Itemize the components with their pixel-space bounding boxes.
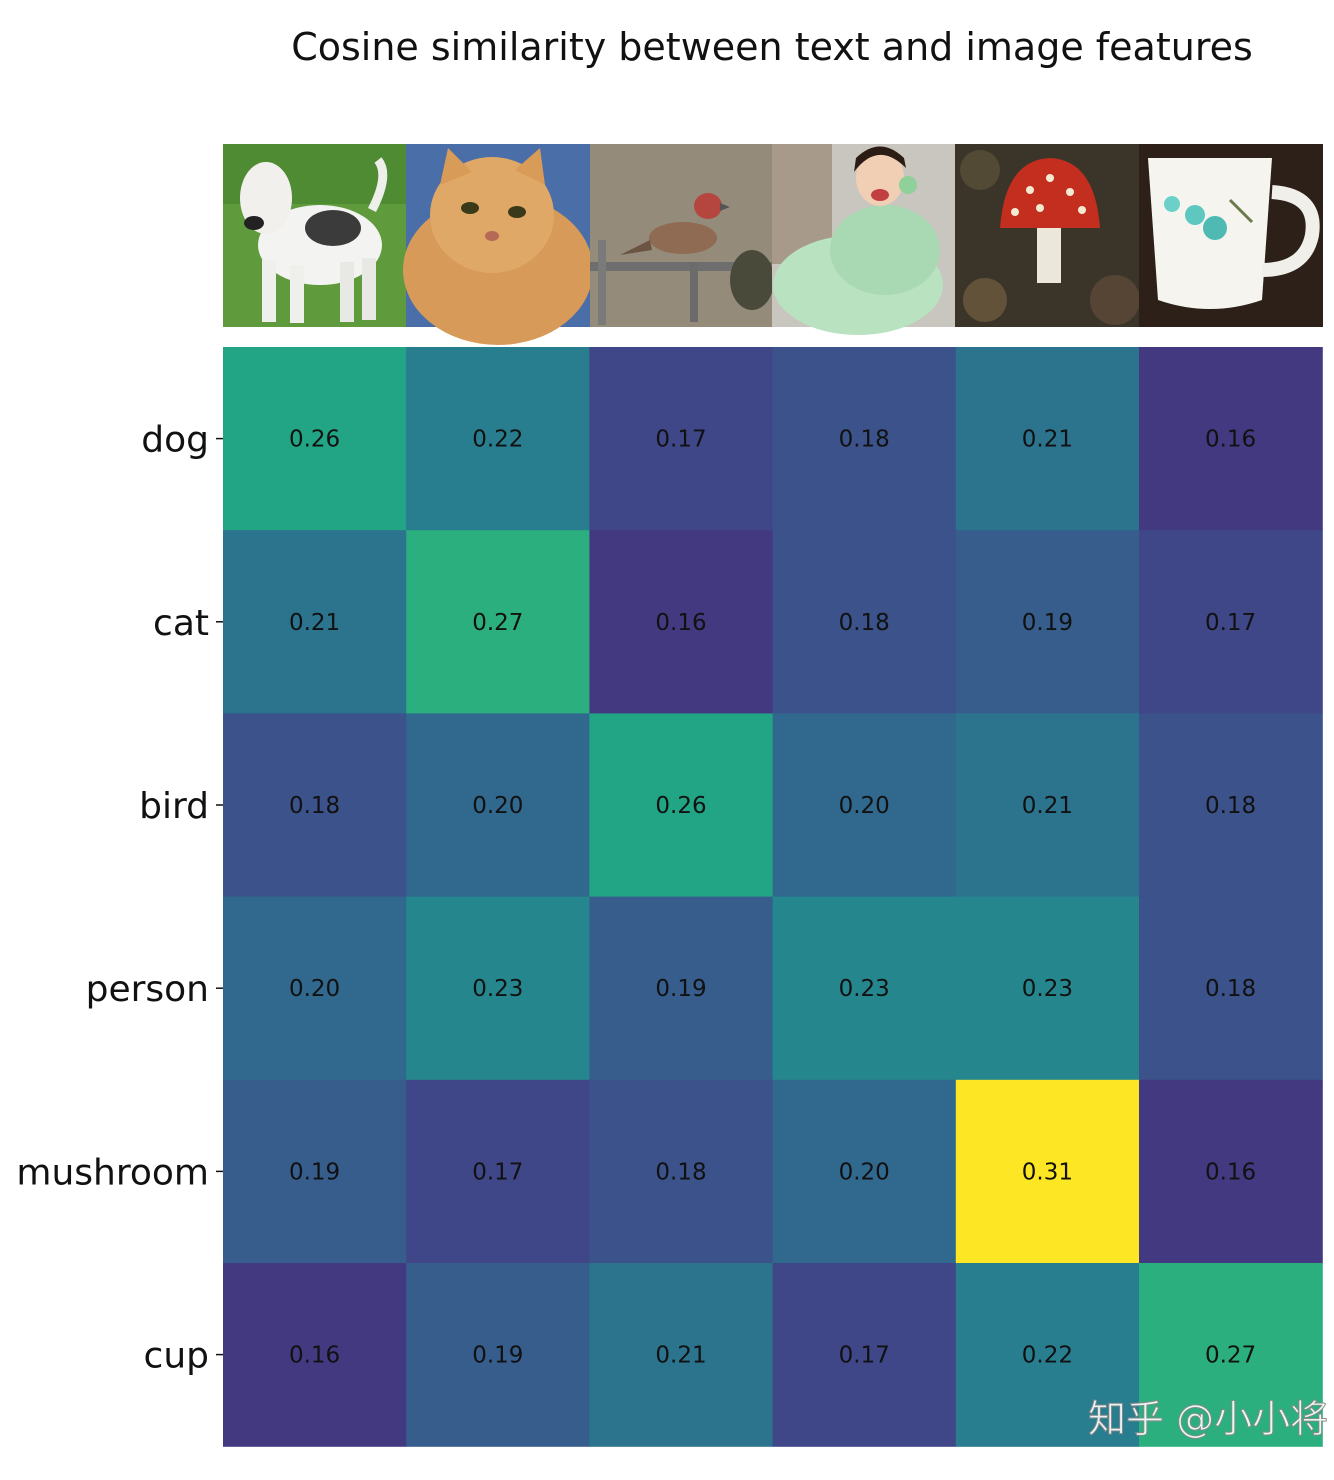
heatmap-cell: [955, 347, 1140, 531]
cell-value-label: 0.21: [1022, 427, 1073, 453]
cell-value-label: 0.23: [1022, 976, 1073, 1002]
cell-value-label: 0.20: [839, 1159, 890, 1185]
cell-value-label: 0.20: [472, 793, 523, 819]
heatmap-cell: [772, 896, 957, 1081]
heatmap-cell: [1139, 530, 1323, 714]
heatmap-cell: [589, 713, 774, 898]
heatmap-cell: [223, 1263, 407, 1447]
watermark-text: 知乎 @小小将: [1088, 1397, 1328, 1441]
heatmap-cell: [406, 713, 590, 898]
cell-value-label: 0.21: [1022, 793, 1073, 819]
cell-value-label: 0.16: [655, 610, 706, 636]
heatmap-cell: [1139, 1263, 1323, 1447]
heatmap-cell: [589, 896, 774, 1081]
cell-value-label: 0.27: [1205, 1343, 1256, 1369]
heatmap-cell: [589, 1079, 774, 1264]
cell-value-label: 0.16: [1205, 427, 1256, 453]
y-tick-label: person: [86, 969, 209, 1010]
cell-value-label: 0.16: [289, 1343, 340, 1369]
heatmap-cell: [955, 896, 1140, 1081]
heatmap-cell: [772, 1079, 957, 1264]
heatmap-cell: [406, 896, 590, 1081]
cell-value-label: 0.23: [839, 976, 890, 1002]
cell-value-label: 0.17: [655, 427, 706, 453]
cell-value-label: 0.20: [289, 976, 340, 1002]
y-tick-label: bird: [139, 786, 209, 827]
heatmap-cell: [223, 713, 407, 898]
cell-value-label: 0.26: [655, 793, 706, 819]
cell-value-label: 0.19: [472, 1343, 523, 1369]
heatmap-cell: [406, 1079, 590, 1264]
cell-value-label: 0.27: [472, 610, 523, 636]
heatmap-cell: [223, 530, 407, 714]
heatmap-cell: [955, 1079, 1140, 1264]
heatmap-cell: [955, 530, 1140, 714]
cat-photo-icon: [403, 144, 593, 345]
person-photo-icon: [772, 144, 955, 335]
cell-value-label: 0.19: [289, 1159, 340, 1185]
heatmap-cell: [406, 1263, 590, 1447]
cell-value-label: 0.21: [289, 610, 340, 636]
cell-value-label: 0.31: [1022, 1159, 1073, 1185]
mushroom-photo-icon: [955, 144, 1140, 327]
cell-value-label: 0.18: [1205, 793, 1256, 819]
heatmap-cell: [589, 530, 774, 714]
heatmap-cell: [772, 1263, 957, 1447]
heatmap-cell: [223, 1079, 407, 1264]
cell-value-label: 0.18: [839, 610, 890, 636]
heatmap-cell: [1139, 896, 1323, 1081]
cell-value-label: 0.22: [472, 427, 523, 453]
heatmap-cell: [406, 347, 590, 531]
heatmap-cell: [955, 1263, 1140, 1447]
heatmap-cell: [1139, 347, 1323, 531]
heatmap-cell: [772, 530, 957, 714]
cell-value-label: 0.22: [1022, 1343, 1073, 1369]
cell-value-label: 0.18: [655, 1159, 706, 1185]
heatmap-grid: 0.26 0.22 0.17 0.18 0.21 0.16 0.21 0.27 0.16 0.18…: [223, 347, 1323, 1447]
chart-title: Cosine similarity between text and image…: [291, 25, 1253, 69]
heatmap-cell: [955, 713, 1140, 898]
cell-value-label: 0.18: [1205, 976, 1256, 1002]
cell-value-label: 0.19: [655, 976, 706, 1002]
cell-value-label: 0.26: [289, 427, 340, 453]
row-labels: dog cat bird person mushroom cup: [16, 420, 223, 1377]
cell-value-label: 0.20: [839, 793, 890, 819]
heatmap-cell: [772, 347, 957, 531]
heatmap-cell: [589, 347, 774, 531]
cell-value-label: 0.17: [839, 1343, 890, 1369]
cell-value-label: 0.16: [1205, 1159, 1256, 1185]
y-tick-label: dog: [141, 420, 209, 461]
heatmap-cell: [1139, 1079, 1323, 1264]
cell-value-label: 0.18: [289, 793, 340, 819]
y-tick-label: cup: [144, 1336, 209, 1377]
bird-photo-icon: [590, 144, 774, 327]
y-tick-label: cat: [153, 603, 209, 644]
cell-value-label: 0.21: [655, 1343, 706, 1369]
cup-photo-icon: [1139, 144, 1323, 327]
cell-value-label: 0.17: [1205, 610, 1256, 636]
y-tick-label: mushroom: [16, 1152, 209, 1193]
image-strip: [223, 144, 1323, 345]
heatmap-cell: [589, 1263, 774, 1447]
cell-value-label: 0.23: [472, 976, 523, 1002]
cell-value-label: 0.18: [839, 427, 890, 453]
cell-value-label: 0.17: [472, 1159, 523, 1185]
heatmap-cell: [1139, 713, 1323, 898]
dog-photo-icon: [223, 144, 406, 327]
heatmap-cell: [406, 530, 590, 714]
heatmap-cell: [223, 896, 407, 1081]
cell-value-label: 0.19: [1022, 610, 1073, 636]
heatmap-cell: [223, 347, 407, 531]
heatmap-cell: [772, 713, 957, 898]
